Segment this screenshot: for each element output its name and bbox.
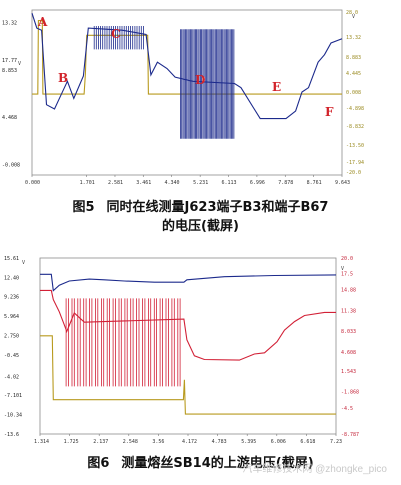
chart-6-right-tick-label: -8.787 (341, 432, 359, 438)
chart-6-x-tick-label: 2.548 (123, 439, 138, 445)
figure-5-caption-line2: 的电压(截屏) (162, 219, 239, 234)
chart-6-oscillation-1-0 (65, 298, 181, 387)
chart-6-left-tick-label: 5.964 (4, 314, 19, 320)
chart-5-right-tick-label: -17.94 (346, 160, 364, 166)
figure-5-number: 图5 (72, 200, 95, 215)
chart-5-x-tick-label: 8.761 (307, 180, 322, 186)
chart-6-right-tick-label: 14.88 (341, 287, 356, 293)
chart-6-series-line-0 (40, 273, 337, 292)
chart-6-plot-area (39, 257, 337, 435)
chart-5-left-tick-label: -0.008 (2, 162, 20, 168)
chart-5-x-tick-label: 6.996 (250, 180, 265, 186)
chart-5-x-tick-label: 7.878 (278, 180, 293, 186)
chart-5-series-line-0 (32, 20, 342, 95)
chart-6-right-tick-label: -4.5 (341, 406, 353, 412)
chart-5-left-unit: V (18, 61, 21, 67)
chart-6-right-tick-label: 4.608 (341, 350, 356, 356)
chart-5-x-tick-label: 4.340 (165, 180, 180, 186)
chart-6-right-tick-label: 11.38 (341, 309, 356, 315)
chart-5-right-tick-label: -8.832 (346, 124, 364, 130)
chart-6-svg: 15.61 12.40 9.236 5.964 2.750 -0.45 -4.02 -7.10… (4, 256, 359, 445)
chart-6-left-unit: V (22, 260, 25, 266)
chart-5-right-tick-label: 13.32 (346, 35, 361, 41)
chart-6-x-tick-label: 6.618 (300, 439, 315, 445)
chart-5-left-tick-label: 8.853 (2, 68, 17, 74)
chart-6-x-tick-label: 5.395 (241, 439, 256, 445)
chart-6-x-tick-label: 1.314 (34, 439, 49, 445)
chart-6-left-tick-label: -7.101 (4, 393, 22, 399)
chart-5-x-tick-label: 5.231 (193, 180, 208, 186)
figure-6: 15.61 12.40 9.236 5.964 2.750 -0.45 -4.02 -7.10… (0, 250, 401, 485)
chart-5-marker-a: A (37, 15, 48, 29)
chart-5-marker-e: E (272, 80, 281, 94)
chart-6-right-unit: V (341, 266, 344, 272)
chart-5-right-tick-label: -4.898 (346, 106, 364, 112)
chart-6-left-tick-label: 12.40 (4, 275, 19, 281)
chart-6-right-tick-label: 1.543 (341, 369, 356, 375)
chart-5-right-tick-label: 28.0 (346, 10, 358, 16)
chart-5-right-tick-label: -20.0 (346, 170, 361, 176)
chart-6-x-tick-label: 4.783 (212, 439, 227, 445)
chart-6-left-tick-label: -4.02 (4, 374, 19, 380)
chart-5-right-tick-label: 4.445 (346, 71, 361, 77)
chart-6-series-line-2 (40, 335, 336, 415)
chart-5-x-tick-label: 3.461 (136, 180, 151, 186)
chart-5-left-tick-label: 4.468 (2, 115, 17, 121)
chart-6-left-tick-label: 15.61 (4, 256, 19, 262)
chart-5-oscillation-1-0 (180, 29, 235, 139)
chart-5-right-tick-label: 8.883 (346, 55, 361, 61)
figure-6-number: 图6 (87, 456, 110, 471)
chart-5-right-tick-label: -13.50 (346, 143, 364, 149)
chart-6-left-tick-label: -0.45 (4, 353, 19, 359)
chart-6-x-tick-label: 4.172 (182, 439, 197, 445)
chart-6-left-tick-label: -10.34 (4, 412, 22, 418)
chart-5-x-tick-label: 1.701 (80, 180, 95, 186)
chart-6-right-tick-label: -1.868 (341, 390, 359, 396)
chart-5-oscillation-1-1 (93, 26, 144, 50)
chart-5-svg: 13.32 8.853 4.468 -0.008 17.77 28.0 13.32 8.88… (2, 9, 364, 186)
chart-5-left-tick-label: 13.32 (2, 21, 17, 27)
chart-5-marker-d: D (195, 73, 205, 87)
chart-5-x-tick-label: 0.000 (25, 180, 40, 186)
chart-5-right-tick-label: 0.008 (346, 90, 361, 96)
chart-5-marker-b: B (58, 71, 68, 85)
chart-6-left-tick-label: 9.236 (4, 294, 19, 300)
chart-5-series-line-1 (31, 13, 343, 120)
chart-6-x-tick-label: 3.56 (152, 439, 164, 445)
chart-5-left-tick-label: 17.77 (2, 58, 17, 64)
figure-5: 13.32 8.853 4.468 -0.008 17.77 28.0 13.32 8.88… (0, 9, 401, 236)
chart-6-left-tick-label: 2.750 (4, 333, 19, 339)
chart-6-right-tick-label: 17.5 (341, 271, 353, 277)
chart-5-x-tick-label: 2.581 (108, 180, 123, 186)
figure-6-caption: 图6 测量熔丝SB14的上游电压(截屏) (0, 454, 401, 473)
watermark-text: 汽车维修技术网 @zhongke_pico (242, 464, 387, 475)
chart-6-right-tick-label: 8.033 (341, 329, 356, 335)
chart-5-x-tick-label: 9.643 (335, 180, 350, 186)
chart-5-x-tick-label: 6.113 (222, 180, 237, 186)
chart-6-series-line-1 (40, 289, 336, 361)
chart-5-marker-c: C (111, 27, 121, 41)
chart-6-right-tick-label: 20.0 (341, 256, 353, 262)
chart-5-marker-f: F (325, 105, 334, 119)
chart-6-x-tick-label: 7.23 (330, 439, 342, 445)
chart-6-x-tick-label: 2.137 (93, 439, 108, 445)
chart-5-right-unit: V (352, 14, 355, 20)
figure-6-caption-line1: 测量熔丝SB14的上游电压(截屏) (121, 456, 314, 471)
figure-5-caption: 图5 同时在线测量J623端子B3和端子B67 的电压(截屏) (0, 198, 401, 236)
chart-6-left-tick-label: -13.6 (4, 432, 19, 438)
chart-6-x-tick-label: 6.006 (271, 439, 286, 445)
chart-6-x-tick-label: 1.725 (64, 439, 79, 445)
figure-5-caption-line1: 同时在线测量J623端子B3和端子B67 (106, 200, 329, 215)
